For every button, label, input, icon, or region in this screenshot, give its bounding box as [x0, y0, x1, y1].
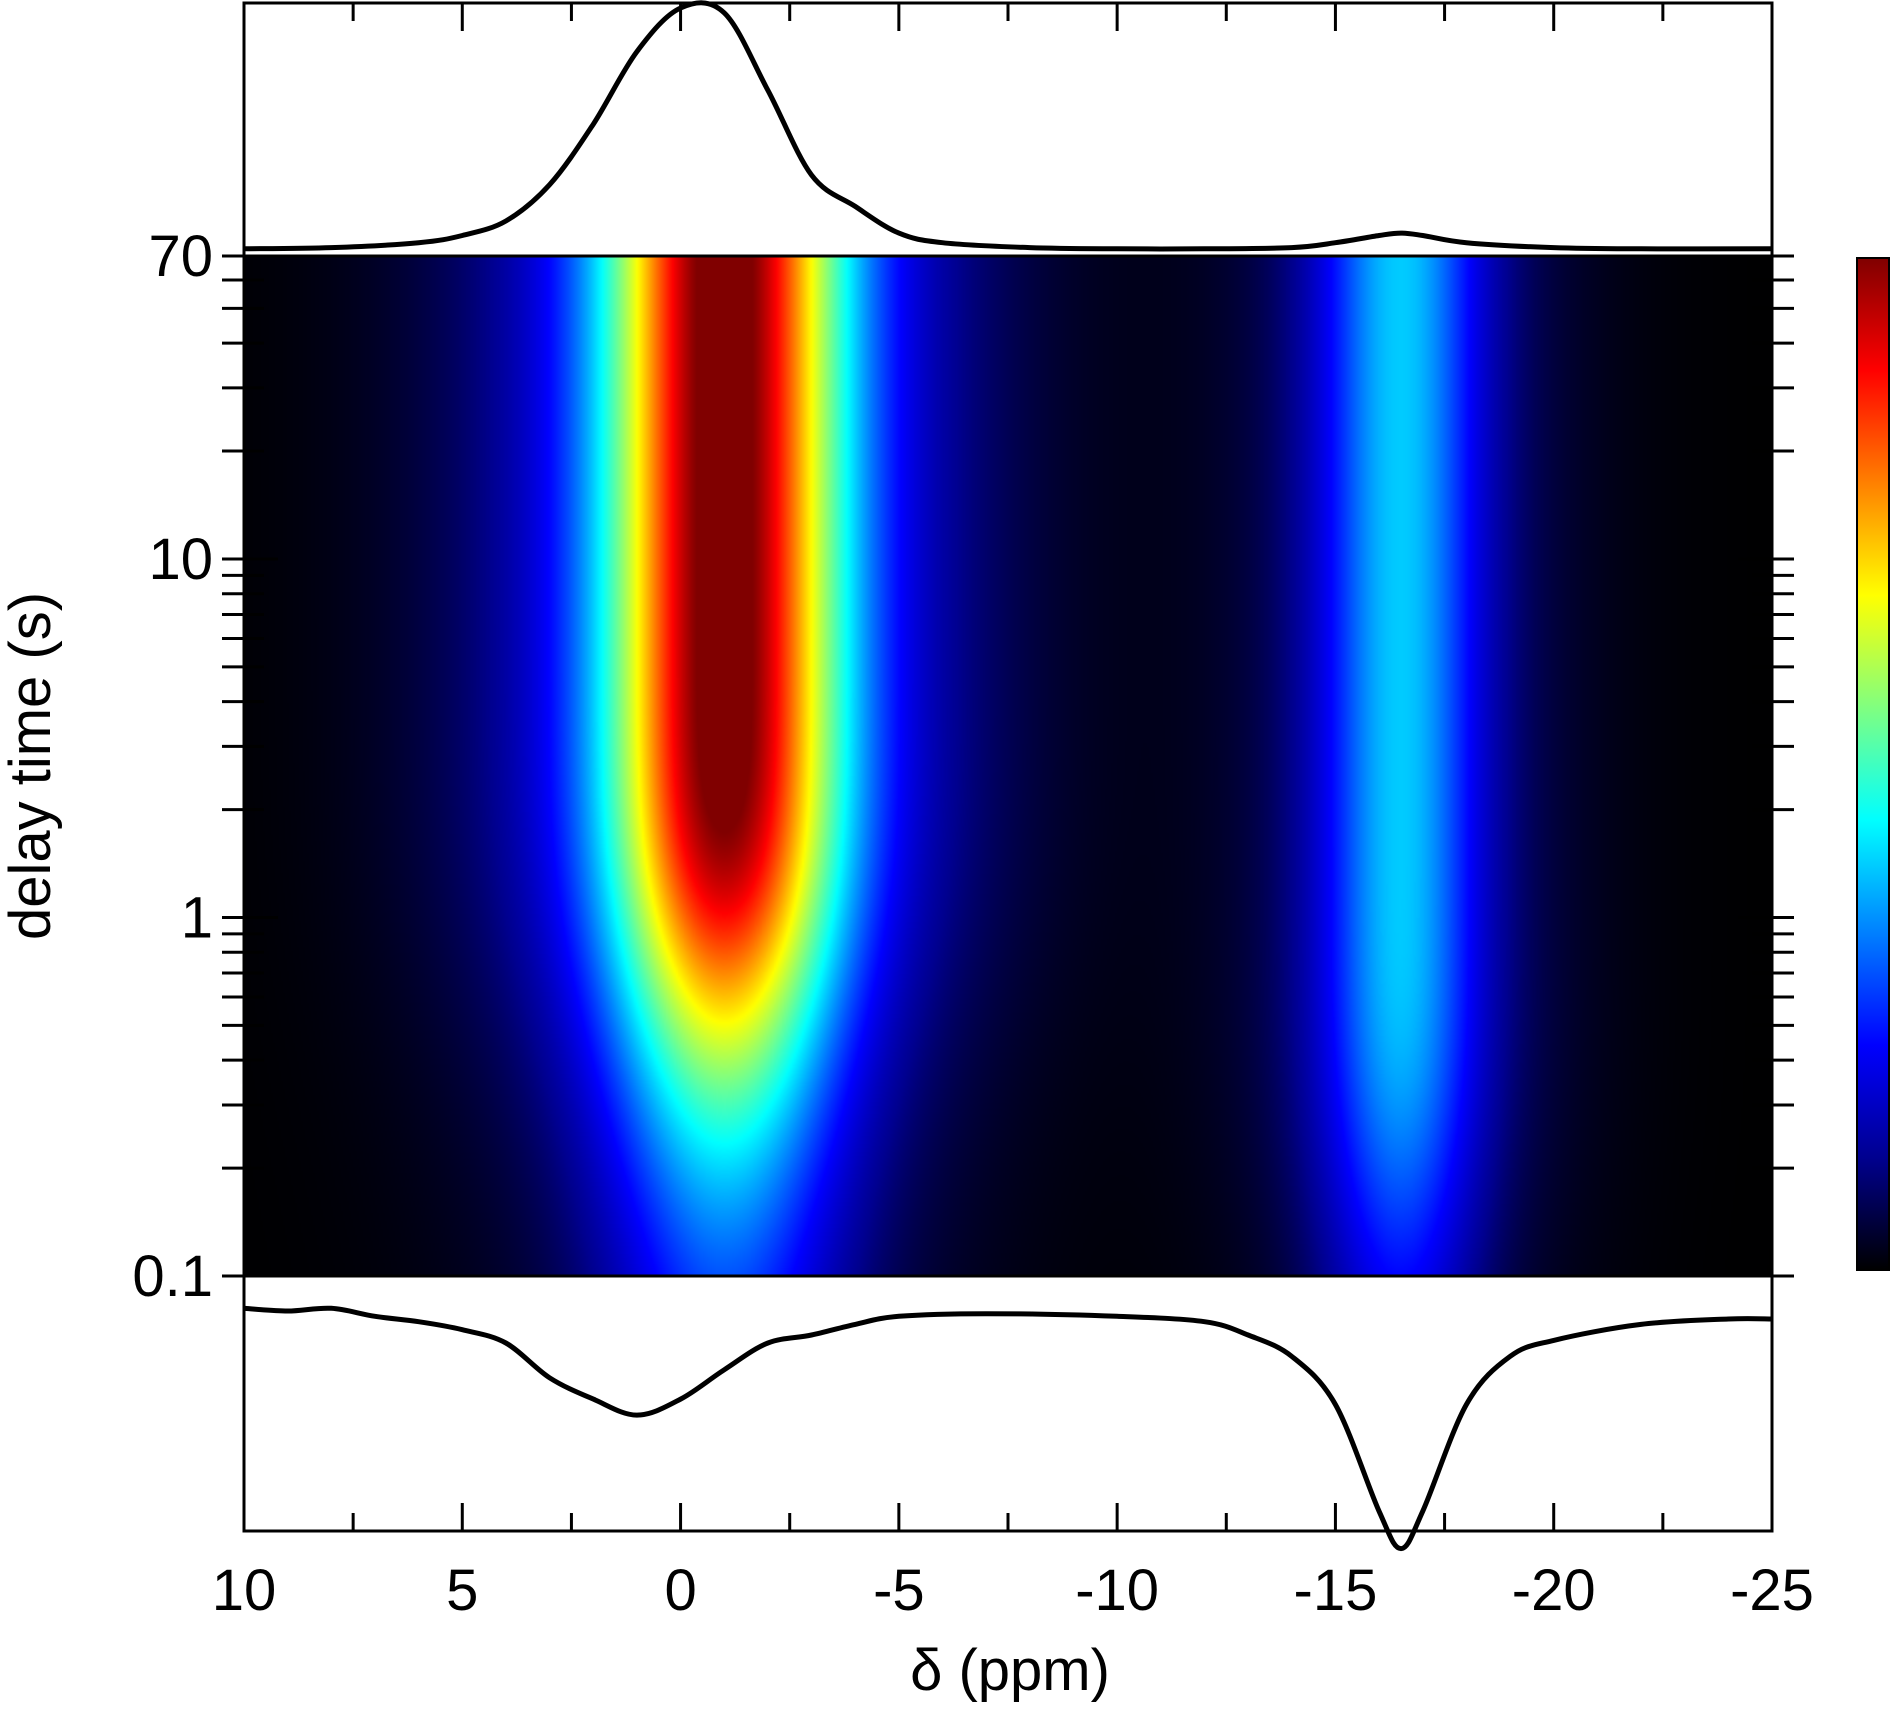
x-tick-label: -25: [1730, 1558, 1814, 1623]
x-tick-label: 10: [212, 1558, 277, 1623]
y-tick-label: 0.1: [132, 1244, 213, 1309]
y-tick-label: 70: [148, 224, 213, 289]
colorbar: [1856, 257, 1890, 1271]
y-axis-ticks: [222, 254, 1794, 1278]
x-tick-label: 0: [664, 1558, 696, 1623]
x-axis-ticks: [242, 3, 1774, 1531]
y-axis-title: delay time (s): [0, 592, 63, 940]
y-tick-label: 1: [181, 885, 213, 950]
y-axis-tick-labels: 0.1 1 10 70: [132, 224, 213, 1309]
top-projection-curve: [243, 0, 1773, 252]
x-axis-tick-labels: 10 5 0 -5 -10 -15 -20 -25: [212, 1558, 1814, 1623]
x-tick-label: -20: [1512, 1558, 1596, 1623]
x-tick-label: -10: [1075, 1558, 1159, 1623]
x-tick-label: -5: [873, 1558, 925, 1623]
top-projection-frame: [242, 1, 1774, 258]
heatmap: [244, 256, 1772, 1276]
x-tick-label: -15: [1294, 1558, 1378, 1623]
x-axis-title: δ (ppm): [910, 1638, 1110, 1703]
y-tick-label: 10: [148, 527, 213, 592]
bottom-projection-curve: [243, 1305, 1773, 1552]
x-tick-label: 5: [446, 1558, 478, 1623]
